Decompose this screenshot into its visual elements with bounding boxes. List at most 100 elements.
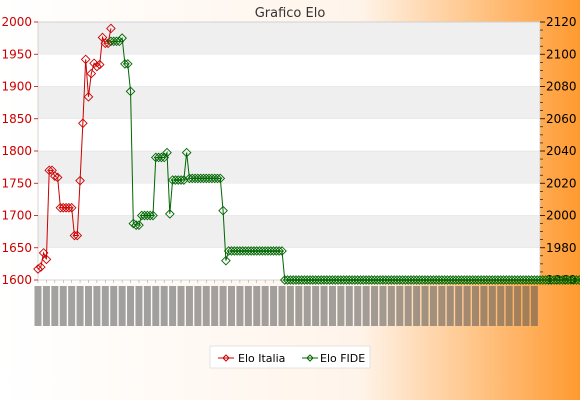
x-tick-label xyxy=(337,286,345,326)
data-point-elo-italia xyxy=(86,68,97,79)
left-tick-label: 1800 xyxy=(1,144,32,158)
left-tick-label: 1700 xyxy=(1,209,32,223)
right-tick-label: 2040 xyxy=(546,144,577,158)
x-tick-label xyxy=(404,286,412,326)
right-tick-label: 2020 xyxy=(546,176,577,190)
x-tick-label xyxy=(160,286,168,326)
data-point-elo-fide xyxy=(574,275,580,285)
right-tick-label: 2100 xyxy=(546,47,577,61)
x-tick-label xyxy=(101,286,109,326)
x-tick-label xyxy=(169,286,177,326)
x-tick-label xyxy=(34,286,42,326)
x-tick-label xyxy=(320,286,328,326)
data-point-elo-fide xyxy=(125,86,136,97)
x-tick-label xyxy=(261,286,269,326)
x-tick-label xyxy=(135,286,143,326)
x-tick-label xyxy=(354,286,362,326)
data-point-elo-fide xyxy=(164,209,175,219)
legend-label-elo-italia: Elo Italia xyxy=(238,352,285,365)
left-tick-label: 1750 xyxy=(1,176,32,190)
x-tick-label xyxy=(42,286,50,326)
left-tick-label: 1850 xyxy=(1,112,32,126)
x-tick-label xyxy=(202,286,210,326)
data-point-elo-italia xyxy=(66,202,77,213)
data-point-elo-italia xyxy=(49,171,60,181)
series-line-elo-italia xyxy=(37,28,112,270)
x-tick-label xyxy=(110,286,118,326)
data-point-elo-fide xyxy=(162,147,172,158)
chart-title: Grafico Elo xyxy=(255,6,326,21)
data-point-elo-italia xyxy=(72,230,83,241)
grid-band xyxy=(38,151,540,184)
data-point-elo-fide xyxy=(122,59,133,69)
x-tick-label xyxy=(118,286,126,326)
x-tick-label xyxy=(143,286,151,326)
data-point-elo-fide xyxy=(212,173,223,184)
data-point-elo-italia xyxy=(69,230,80,241)
x-tick-label xyxy=(84,286,92,326)
data-point-elo-fide xyxy=(176,175,186,185)
x-tick-label xyxy=(59,286,67,326)
x-tick-label xyxy=(396,286,404,326)
grid-band xyxy=(38,86,540,119)
x-tick-label xyxy=(463,286,471,326)
x-tick-label xyxy=(371,286,379,326)
x-tick-label xyxy=(480,286,488,326)
data-point-elo-fide xyxy=(128,218,139,229)
data-point-elo-italia xyxy=(100,38,111,49)
right-tick-label: 2000 xyxy=(546,209,577,223)
plot-area xyxy=(37,21,541,281)
data-point-elo-fide xyxy=(577,277,580,283)
x-tick-label xyxy=(328,286,336,326)
x-tick-label xyxy=(303,286,311,326)
x-tick-label xyxy=(177,286,185,326)
x-tick-label xyxy=(127,286,135,326)
data-point-elo-fide xyxy=(120,59,130,69)
legend: Elo Italia Elo FIDE xyxy=(209,345,371,369)
x-tick-label xyxy=(51,286,59,326)
data-point-elo-fide xyxy=(218,205,228,216)
x-tick-label xyxy=(228,286,236,326)
series-layer xyxy=(33,23,580,285)
left-tick-label: 1950 xyxy=(1,47,32,61)
x-tick-label xyxy=(488,286,496,326)
data-point-elo-italia xyxy=(106,23,116,34)
x-tick-label xyxy=(295,286,303,326)
x-tick-label xyxy=(194,286,202,326)
x-tick-label xyxy=(446,286,454,326)
left-y-axis: 1600 1650 1700 1750 1800 1850 1900 1950 2000 xyxy=(1,15,38,287)
left-tick-label: 1900 xyxy=(1,80,32,94)
data-point-elo-italia xyxy=(38,248,49,258)
data-point-elo-italia xyxy=(83,91,94,102)
data-point-elo-italia xyxy=(44,165,55,176)
x-tick-label xyxy=(413,286,421,326)
x-tick-label xyxy=(236,286,244,326)
x-tick-label xyxy=(530,286,538,326)
data-point-elo-italia xyxy=(33,264,43,274)
x-tick-label xyxy=(362,286,370,326)
data-point-elo-fide xyxy=(145,210,156,221)
data-point-elo-fide xyxy=(148,210,158,221)
data-point-elo-italia xyxy=(52,172,63,183)
legend-box xyxy=(209,345,371,369)
data-point-elo-fide xyxy=(134,220,144,231)
x-tick-label xyxy=(379,286,387,326)
data-point-elo-italia xyxy=(80,54,91,65)
x-tick-label xyxy=(68,286,76,326)
data-point-elo-fide xyxy=(156,152,167,163)
data-point-elo-fide xyxy=(181,147,192,158)
x-tick-label xyxy=(421,286,429,326)
x-tick-label xyxy=(76,286,84,326)
left-tick-label: 1650 xyxy=(1,241,32,255)
x-tick-label xyxy=(93,286,101,326)
data-point-elo-italia xyxy=(94,59,105,70)
data-point-elo-fide xyxy=(277,246,287,256)
x-axis xyxy=(34,280,538,326)
left-tick-label: 2000 xyxy=(1,15,32,29)
x-tick-label xyxy=(253,286,261,326)
grid-band xyxy=(38,215,540,248)
x-tick-label xyxy=(387,286,395,326)
data-point-elo-italia xyxy=(64,202,74,213)
